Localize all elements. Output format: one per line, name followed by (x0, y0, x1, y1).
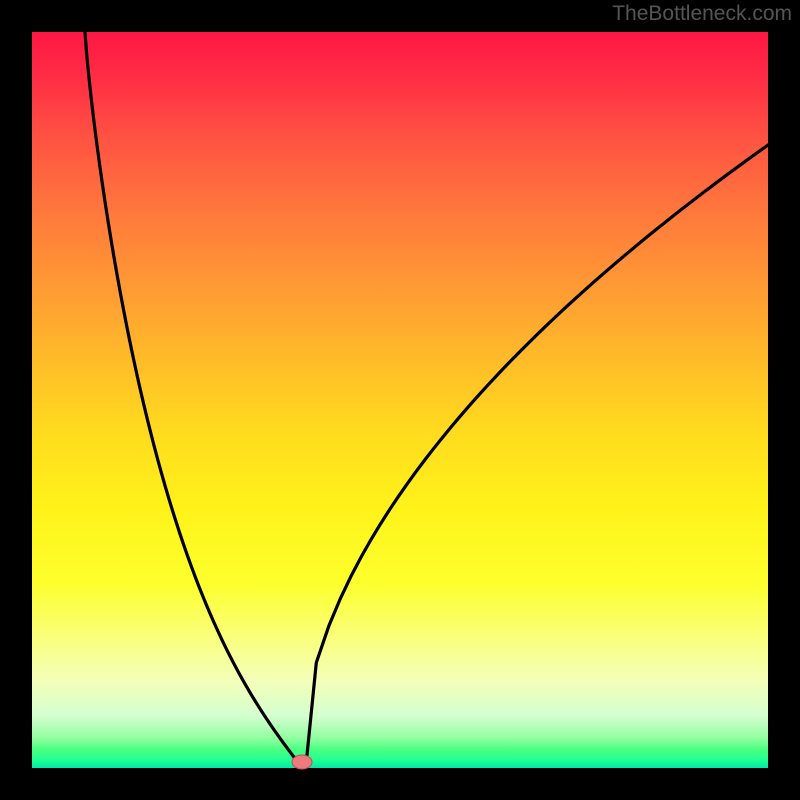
chart-stage: TheBottleneck.com (0, 0, 800, 800)
bottleneck-chart (0, 0, 800, 800)
optimal-point-marker (292, 755, 312, 769)
watermark-text: TheBottleneck.com (612, 2, 792, 26)
